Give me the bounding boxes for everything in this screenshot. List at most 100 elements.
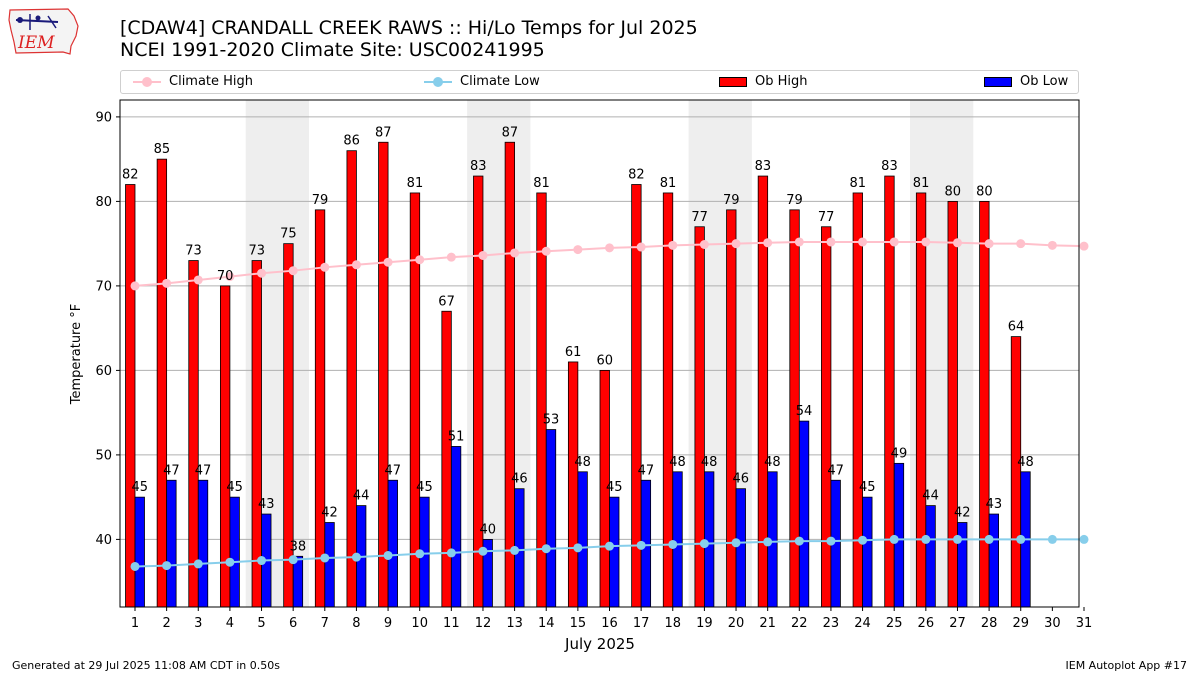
climate-high-point [541, 246, 551, 256]
bar-ob-high [821, 226, 832, 608]
bar-ob-high [441, 310, 452, 608]
label-ob-high: 67 [438, 294, 455, 309]
label-ob-high: 70 [217, 269, 234, 284]
label-ob-high: 60 [596, 353, 613, 368]
x-tick-label: 26 [918, 616, 935, 631]
label-ob-high: 79 [723, 193, 740, 208]
climate-high-point [288, 266, 298, 276]
ob-high-swatch [719, 76, 747, 87]
climate-high-point [826, 237, 836, 247]
x-tick-label: 23 [823, 616, 840, 631]
generated-timestamp: Generated at 29 Jul 2025 11:08 AM CDT in… [12, 659, 280, 672]
label-ob-low: 47 [163, 463, 180, 478]
label-ob-high: 87 [375, 125, 392, 140]
bar-ob-high [378, 141, 389, 608]
climate-high-point [478, 250, 488, 260]
climate-low-point [225, 557, 235, 567]
bar-ob-low [197, 479, 209, 608]
climate-low-point [320, 553, 330, 563]
x-tick-label: 20 [728, 616, 745, 631]
app-credit: IEM Autoplot App #17 [1065, 659, 1188, 672]
x-tick-label: 5 [257, 616, 265, 631]
bar-ob-high [1010, 336, 1022, 608]
bar-ob-high [251, 260, 262, 608]
bar-ob-low [925, 505, 936, 608]
legend-climate-high: Climate High [133, 74, 253, 89]
climate-high-point [162, 278, 172, 288]
climate-high-point [984, 239, 994, 249]
bar-ob-low [324, 522, 335, 608]
chart-subtitle: NCEI 1991-2020 Climate Site: USC00241995 [120, 39, 545, 61]
x-tick-label: 30 [1044, 616, 1061, 631]
x-tick-label: 8 [352, 616, 360, 631]
y-tick-label: 80 [95, 195, 112, 210]
climate-high-point [351, 260, 361, 270]
ob-low-swatch [984, 76, 1012, 87]
climate-low-point [826, 536, 836, 546]
bar-ob-high [156, 158, 168, 608]
climate-high-point [573, 245, 583, 255]
bar-ob-high [504, 141, 516, 608]
climate-low-point [383, 550, 393, 560]
bar-ob-high [409, 192, 421, 608]
bar-ob-high [947, 200, 958, 608]
climate-high-point [636, 242, 646, 252]
label-ob-high: 81 [660, 176, 677, 191]
label-ob-high: 82 [628, 168, 645, 183]
label-ob-low: 54 [796, 404, 813, 419]
bar-ob-low [672, 471, 683, 608]
climate-low-point [699, 539, 709, 549]
bar-ob-low [387, 479, 398, 608]
x-tick-label: 13 [506, 616, 523, 631]
climate-low-point [763, 537, 773, 547]
x-tick-label: 1 [131, 616, 139, 631]
x-tick-label: 22 [791, 616, 808, 631]
legend-ob-low: Ob Low [984, 74, 1068, 89]
x-tick-label: 19 [696, 616, 713, 631]
bar-ob-low [798, 420, 810, 608]
climate-high-point [446, 252, 456, 262]
bar-ob-high [188, 260, 199, 608]
label-ob-high: 86 [343, 134, 360, 149]
bar-ob-low [229, 496, 240, 608]
climate-low-point [446, 548, 456, 558]
label-ob-low: 47 [195, 463, 212, 478]
label-ob-low: 46 [511, 472, 528, 487]
label-ob-low: 49 [891, 446, 908, 461]
label-ob-low: 48 [669, 455, 686, 470]
climate-high-point [1016, 239, 1026, 249]
label-ob-high: 79 [786, 193, 803, 208]
bar-ob-low [609, 496, 620, 608]
label-ob-high: 87 [502, 125, 519, 140]
label-ob-low: 43 [986, 497, 1003, 512]
y-axis-label: Temperature °F [69, 304, 84, 405]
bar-ob-high [125, 184, 136, 608]
iem-logo: IEM [8, 6, 82, 62]
label-ob-high: 85 [154, 142, 171, 157]
climate-low-point [794, 536, 804, 546]
climate-low-point [510, 545, 520, 555]
label-ob-low: 44 [922, 489, 939, 504]
x-tick-label: 7 [321, 616, 329, 631]
label-ob-low: 45 [226, 480, 243, 495]
climate-high-point [510, 248, 520, 258]
label-ob-low: 47 [385, 463, 402, 478]
climate-low-point [541, 544, 551, 554]
x-tick-label: 2 [162, 616, 170, 631]
climate-high-point [605, 243, 614, 253]
climate-low-point [858, 535, 868, 545]
climate-high-point [889, 237, 899, 247]
x-tick-label: 16 [601, 616, 618, 631]
x-tick-label: 27 [949, 616, 966, 631]
climate-high-swatch [133, 75, 161, 89]
label-ob-high: 83 [470, 159, 487, 174]
climate-high-point [952, 238, 962, 248]
label-ob-low: 45 [606, 480, 623, 495]
label-ob-low: 47 [638, 463, 655, 478]
y-tick-label: 90 [95, 110, 112, 125]
climate-low-point [952, 534, 962, 544]
label-ob-low: 45 [416, 480, 433, 495]
x-axis-label: July 2025 [564, 635, 635, 653]
x-tick-label: 18 [664, 616, 681, 631]
